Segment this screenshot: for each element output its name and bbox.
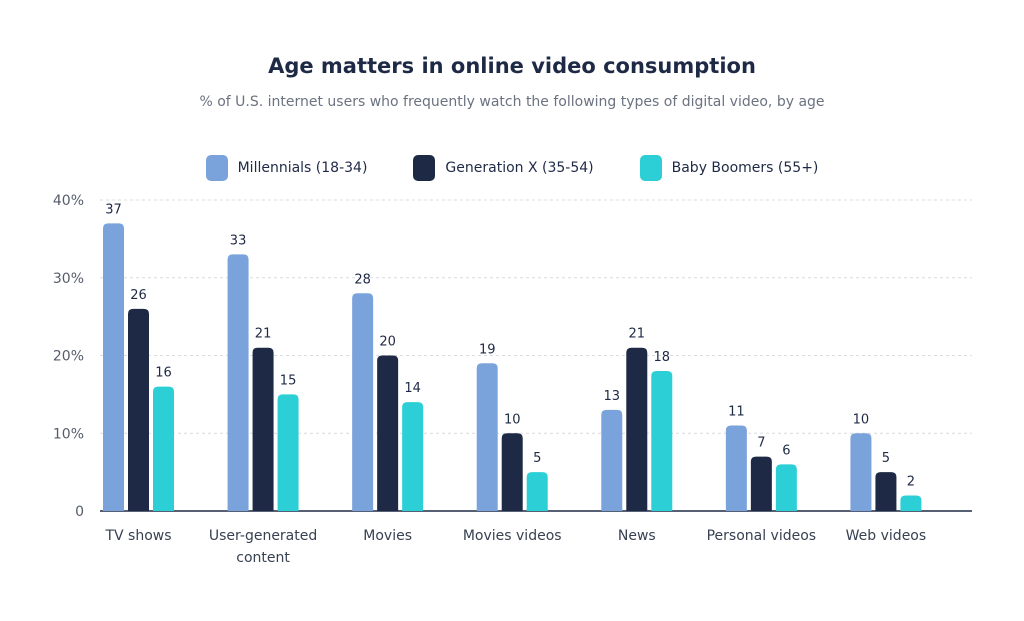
data-label: 14 [404,381,421,396]
x-tick-label-line: Movies [363,528,412,544]
chart-subtitle: % of U.S. internet users who frequently … [199,94,825,110]
data-label: 21 [255,327,272,342]
y-tick-label: 0 [75,504,84,520]
data-label: 21 [629,327,646,342]
x-tick-label-line: content [236,550,290,566]
data-label: 10 [853,412,870,427]
x-tick-label: Personal videos [707,528,817,544]
bar [775,464,797,511]
legend: Millennials (18-34) Generation X (35-54)… [0,155,1024,181]
data-label: 13 [604,389,621,404]
legend-label-millennials: Millennials (18-34) [237,160,368,176]
bar [153,386,174,511]
bar [850,433,872,511]
bar [875,472,897,511]
bar [352,293,374,511]
y-tick-label: 40% [53,193,84,209]
data-label: 20 [379,335,396,350]
legend-item-generation-x: Generation X (35-54) [413,155,594,181]
bar [526,472,548,511]
data-label: 26 [130,288,147,303]
legend-swatch-baby-boomers [639,155,662,181]
data-label: 10 [504,412,521,427]
x-tick-label-line: User-generated [209,528,317,544]
data-label: 28 [354,272,371,287]
y-tick-label: 20% [53,349,84,365]
bar [651,371,673,511]
x-tick-label: News [618,528,656,544]
data-label: 7 [757,436,765,451]
x-tick-label-line: TV shows [104,528,171,544]
legend-item-baby-boomers: Baby Boomers (55+) [639,155,819,181]
y-tick-label: 10% [53,426,84,442]
data-label: 18 [654,350,671,365]
legend-swatch-generation-x [413,155,436,181]
bar [601,409,623,511]
x-tick-label: User-generated content [209,528,317,566]
bar [128,308,149,511]
x-tick-label: Web videos [846,528,927,544]
legend-label-generation-x: Generation X (35-54) [445,160,594,176]
x-tick-label: Movies videos [463,528,562,544]
bar [402,402,424,511]
data-label: 6 [782,443,790,458]
data-label: 5 [533,451,541,466]
bar [900,495,922,511]
data-label: 15 [280,373,297,388]
legend-label-baby-boomers: Baby Boomers (55+) [671,160,819,176]
x-tick-label-line: Web videos [846,528,927,544]
data-label: 19 [479,342,496,357]
bar [227,254,249,512]
data-label: 11 [728,404,745,419]
x-tick-label-line: Movies videos [463,528,562,544]
data-label: 2 [907,474,915,489]
bar [277,394,299,511]
x-tick-label: Movies [363,528,412,544]
x-tick-label-line: News [618,528,656,544]
legend-swatch-millennials [205,155,228,181]
data-label: 16 [155,366,172,381]
chart-title: Age matters in online video consumption [268,54,756,78]
x-tick-label: TV shows [104,528,171,544]
bar [103,223,124,511]
y-tick-label: 30% [53,271,84,287]
bar [626,347,648,511]
bar [750,456,772,511]
bar [252,347,274,511]
bar [476,363,498,511]
bar [377,355,399,511]
bar [501,433,523,511]
legend-item-millennials: Millennials (18-34) [205,155,368,181]
x-tick-label-line: Personal videos [707,528,817,544]
data-label: 33 [230,233,247,248]
data-label: 37 [105,202,122,217]
data-label: 5 [882,451,890,466]
bar [725,425,747,511]
